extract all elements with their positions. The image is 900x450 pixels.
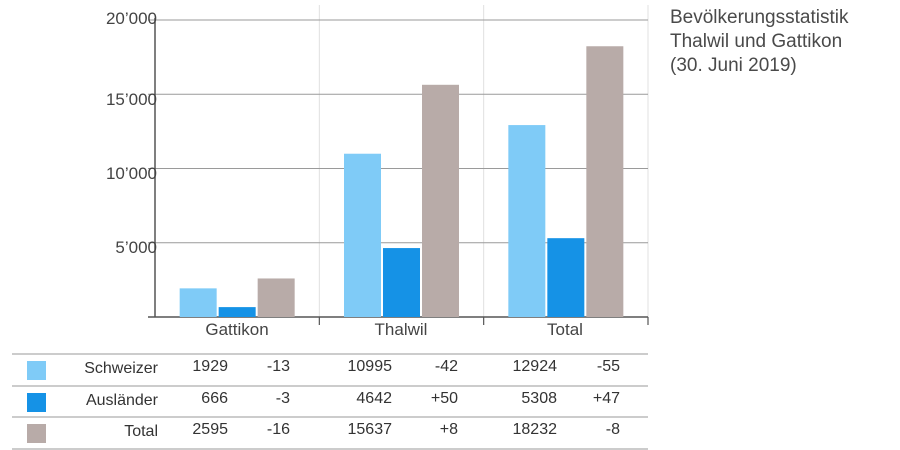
y-tick-label: 10’000 <box>105 164 157 183</box>
value-cell: 4642 <box>356 390 392 407</box>
change-cell: +8 <box>439 421 458 438</box>
bar-total-gattikon <box>257 278 295 317</box>
change-cell: -3 <box>275 390 290 407</box>
value-cell: 10995 <box>347 358 393 375</box>
value-cell: 15637 <box>347 421 393 438</box>
change-cell: -13 <box>266 358 290 375</box>
x-category-label: Total <box>547 320 583 339</box>
bar-schweizer-total <box>508 125 546 317</box>
series-label: Total <box>124 423 158 440</box>
chart-title: Bevölkerungsstatistik Thalwil und Gattik… <box>670 6 898 78</box>
change-cell: +50 <box>430 390 458 407</box>
series-label: Schweizer <box>84 360 158 377</box>
table-row: Ausländer 666 -3 4642 +50 5308 +47 <box>12 387 648 418</box>
title-line: Thalwil und Gattikon <box>670 31 843 52</box>
bar-auslnder-gattikon <box>218 307 256 317</box>
change-cell: -16 <box>266 421 290 438</box>
value-cell: 666 <box>201 390 228 407</box>
change-cell: -55 <box>596 358 620 375</box>
table-row: Schweizer 1929 -13 10995 -42 12924 -55 <box>12 355 648 386</box>
change-cell: -8 <box>605 421 620 438</box>
value-cell: 12924 <box>512 358 558 375</box>
bar-total-total <box>586 46 624 318</box>
y-tick-label: 20’000 <box>105 9 157 28</box>
legend-swatch <box>27 361 46 380</box>
table-row: Total 2595 -16 15637 +8 18232 -8 <box>12 418 648 449</box>
x-category-label: Gattikon <box>205 320 269 339</box>
y-tick-label: 15’000 <box>105 90 157 109</box>
value-cell: 2595 <box>192 421 228 438</box>
title-line: (30. Juni 2019) <box>670 55 797 76</box>
change-cell: +47 <box>592 390 620 407</box>
bar-schweizer-thalwil <box>344 153 381 317</box>
legend-swatch <box>27 424 46 443</box>
bar-auslnder-total <box>547 238 585 317</box>
value-cell: 1929 <box>192 358 228 375</box>
x-category-label: Thalwil <box>374 320 428 339</box>
change-cell: -42 <box>434 358 458 375</box>
y-tick-label: 5’000 <box>115 238 157 257</box>
value-cell: 5308 <box>521 390 557 407</box>
title-line: Bevölkerungsstatistik <box>670 7 849 28</box>
bar-schweizer-gattikon <box>179 288 217 317</box>
value-cell: 18232 <box>512 421 558 438</box>
series-label: Ausländer <box>85 392 158 409</box>
bar-auslnder-thalwil <box>383 248 420 317</box>
bar-total-thalwil <box>422 84 459 317</box>
legend-swatch <box>27 393 46 412</box>
